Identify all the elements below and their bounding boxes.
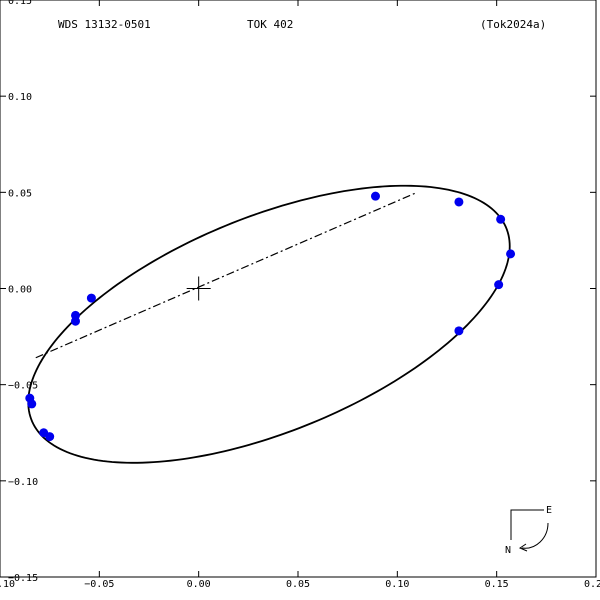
y-tick-label: −0.05 (8, 381, 38, 392)
y-tick-label: 0.15 (8, 0, 32, 7)
compass-east-line (510, 509, 544, 540)
x-tick-label: 0.00 (187, 579, 211, 590)
observation-point (494, 280, 504, 290)
x-tick-label: 0.05 (286, 579, 310, 590)
x-tick-label: 0.10 (385, 579, 409, 590)
x-tick-label: 0.20 (584, 579, 600, 590)
compass-north-label: N (505, 545, 511, 556)
observation-point (454, 326, 464, 336)
y-tick-label: 0.05 (8, 188, 32, 199)
line-of-apsides (35, 191, 418, 359)
compass-east-label: E (546, 505, 552, 516)
orbit-ellipse-group (27, 184, 511, 464)
reference-code: (Tok2024a) (480, 18, 546, 31)
compass-arc (521, 522, 549, 549)
observations (25, 191, 516, 442)
compass-arrowhead (518, 543, 528, 552)
y-tick-label: 0.10 (8, 92, 32, 103)
observation-point (506, 249, 516, 259)
observation-point (45, 432, 55, 442)
x-tick-label: 0.15 (485, 579, 509, 590)
discoverer-designation: TOK 402 (247, 18, 293, 31)
observation-point (70, 316, 80, 326)
y-tick-label: −0.10 (8, 477, 38, 488)
observation-point (86, 293, 96, 303)
primary-star-marker (186, 276, 211, 301)
x-tick-label: −0.10 (0, 579, 15, 590)
y-tick-label: −0.15 (8, 573, 38, 584)
wds-id: WDS 13132-0501 (58, 18, 151, 31)
apsides-line (35, 191, 418, 359)
observation-point (370, 191, 380, 201)
y-tick-label: 0.00 (8, 285, 32, 296)
observation-point (27, 399, 37, 409)
compass: E N (505, 505, 552, 556)
x-tick-label: −0.05 (84, 579, 114, 590)
observation-point (454, 197, 464, 207)
orbit-ellipse (27, 184, 511, 464)
observation-point (496, 214, 506, 224)
